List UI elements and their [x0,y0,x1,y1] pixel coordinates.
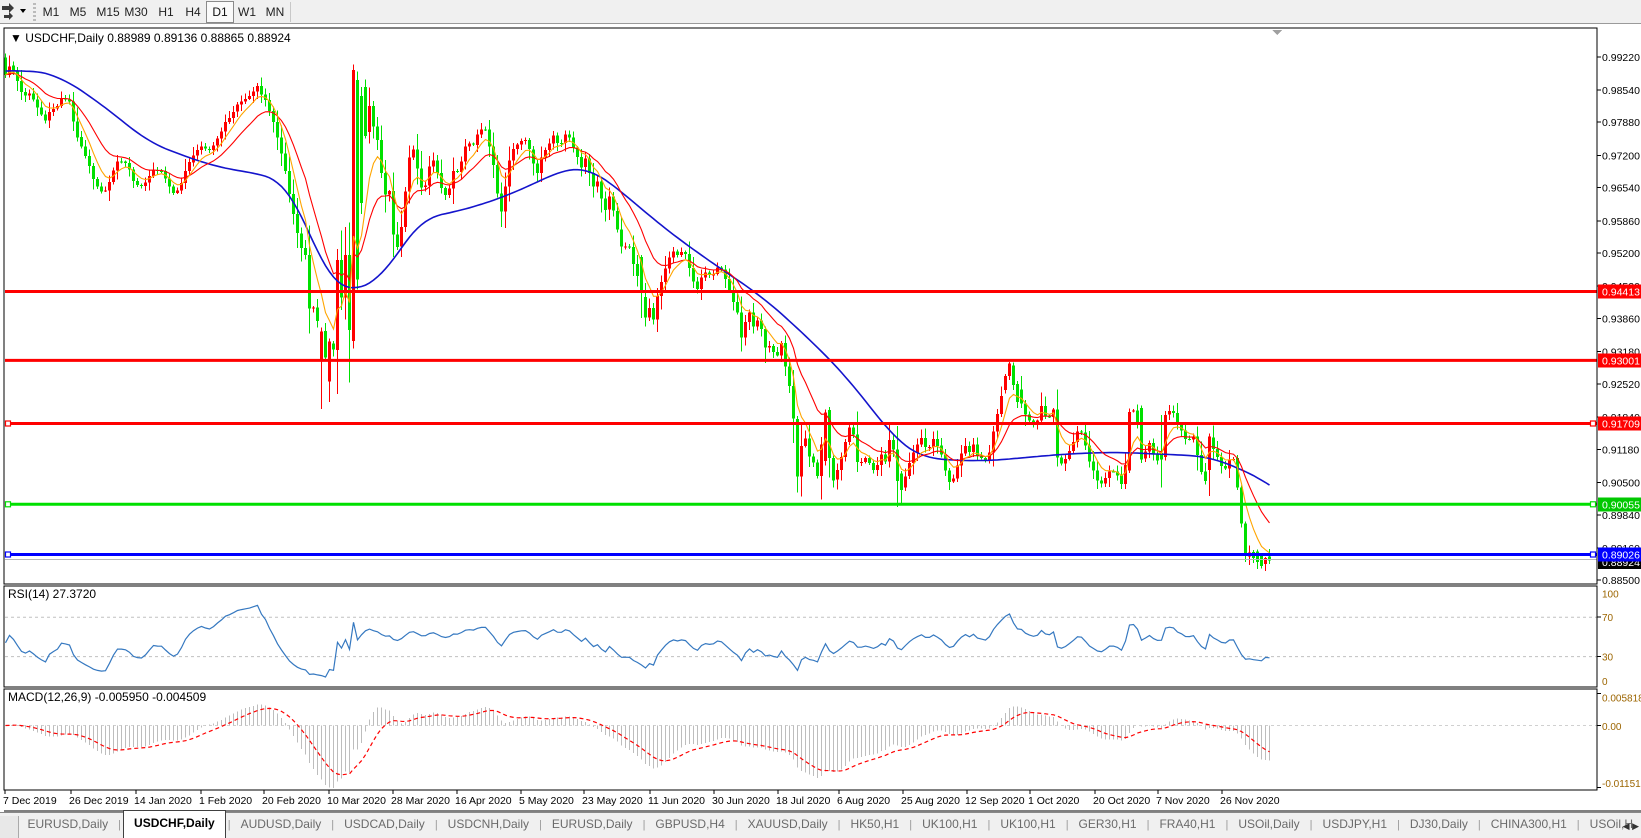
svg-text:11 Jun 2020: 11 Jun 2020 [648,795,705,807]
svg-text:7 Nov 2020: 7 Nov 2020 [1156,795,1210,807]
svg-text:12 Sep 2020: 12 Sep 2020 [965,795,1025,807]
svg-text:7 Dec 2019: 7 Dec 2019 [3,795,57,807]
svg-text:0.94413: 0.94413 [1602,287,1640,299]
svg-text:0.99220: 0.99220 [1602,52,1640,64]
svg-text:RSI(14) 27.3720: RSI(14) 27.3720 [8,587,96,601]
svg-text:0.93860: 0.93860 [1602,314,1640,326]
svg-text:6 Aug 2020: 6 Aug 2020 [837,795,890,807]
svg-text:10 Mar 2020: 10 Mar 2020 [327,795,386,807]
svg-text:0.89840: 0.89840 [1602,510,1640,522]
svg-text:0.93001: 0.93001 [1602,355,1640,367]
svg-text:0.95860: 0.95860 [1602,216,1640,228]
svg-text:0.97880: 0.97880 [1602,117,1640,129]
svg-text:0.90500: 0.90500 [1602,478,1640,490]
svg-text:14 Jan 2020: 14 Jan 2020 [134,795,192,807]
svg-text:28 Mar 2020: 28 Mar 2020 [391,795,450,807]
svg-text:20 Oct 2020: 20 Oct 2020 [1093,795,1150,807]
svg-text:26 Nov 2020: 26 Nov 2020 [1220,795,1280,807]
svg-text:18 Jul 2020: 18 Jul 2020 [776,795,830,807]
svg-text:-0.011514: -0.011514 [1602,779,1641,790]
svg-text:0.88500: 0.88500 [1602,575,1640,587]
svg-text:0.005818: 0.005818 [1602,693,1641,704]
svg-text:0: 0 [1602,677,1608,688]
svg-text:0.96540: 0.96540 [1602,183,1640,195]
svg-text:0.92520: 0.92520 [1602,379,1640,391]
svg-text:0.97200: 0.97200 [1602,150,1640,162]
svg-text:30: 30 [1602,653,1614,664]
svg-text:26 Dec 2019: 26 Dec 2019 [69,795,129,807]
svg-text:0.91180: 0.91180 [1602,444,1639,456]
svg-text:1 Feb 2020: 1 Feb 2020 [199,795,252,807]
svg-text:▼ USDCHF,Daily 0.88989 0.8913: ▼ USDCHF,Daily 0.88989 0.89136 0.88865 0… [10,31,291,45]
svg-text:1 Oct 2020: 1 Oct 2020 [1028,795,1080,807]
svg-text:0.91709: 0.91709 [1602,419,1640,431]
svg-text:16 Apr 2020: 16 Apr 2020 [455,795,512,807]
svg-text:0.89026: 0.89026 [1602,550,1640,562]
svg-text:0.95200: 0.95200 [1602,248,1640,260]
svg-text:5 May 2020: 5 May 2020 [519,795,574,807]
svg-text:0.90055: 0.90055 [1602,499,1640,511]
svg-text:30 Jun 2020: 30 Jun 2020 [712,795,770,807]
svg-text:100: 100 [1602,590,1619,601]
svg-text:70: 70 [1602,613,1614,624]
svg-text:0.98540: 0.98540 [1602,85,1640,97]
svg-text:25 Aug 2020: 25 Aug 2020 [901,795,960,807]
svg-text:23 May 2020: 23 May 2020 [582,795,643,807]
svg-text:0.00: 0.00 [1602,722,1622,733]
svg-text:MACD(12,26,9) -0.005950 -0.004: MACD(12,26,9) -0.005950 -0.004509 [8,690,206,704]
svg-text:20 Feb 2020: 20 Feb 2020 [262,795,321,807]
